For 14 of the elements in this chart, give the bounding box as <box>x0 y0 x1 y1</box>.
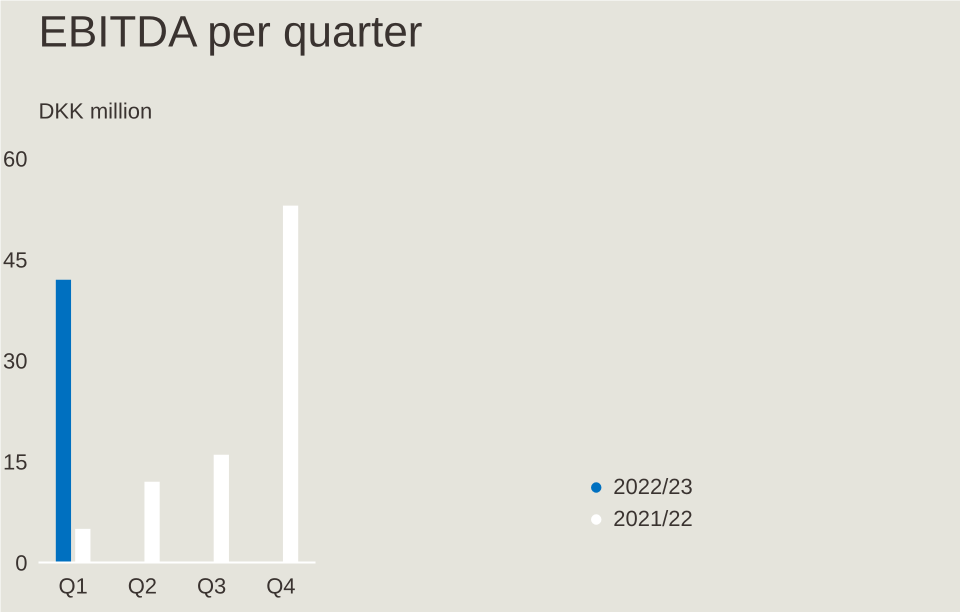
chart-title: EBITDA per quarter <box>38 8 422 56</box>
x-tick-label: Q3 <box>196 574 226 598</box>
y-tick-label: 60 <box>3 146 28 172</box>
x-tick-label: Q4 <box>266 574 296 598</box>
bar <box>56 280 72 562</box>
y-tick-label: 0 <box>15 550 28 576</box>
y-tick-label: 45 <box>3 248 28 272</box>
legend-label: 2022/23 <box>613 474 693 500</box>
y-tick-label: 15 <box>3 450 28 474</box>
x-tick-label: Q1 <box>58 574 88 598</box>
legend-label: 2021/22 <box>613 506 693 532</box>
chart-subtitle: DKK million <box>38 98 152 124</box>
x-tick-label: Q2 <box>128 574 158 598</box>
y-tick-label: 30 <box>3 348 28 374</box>
